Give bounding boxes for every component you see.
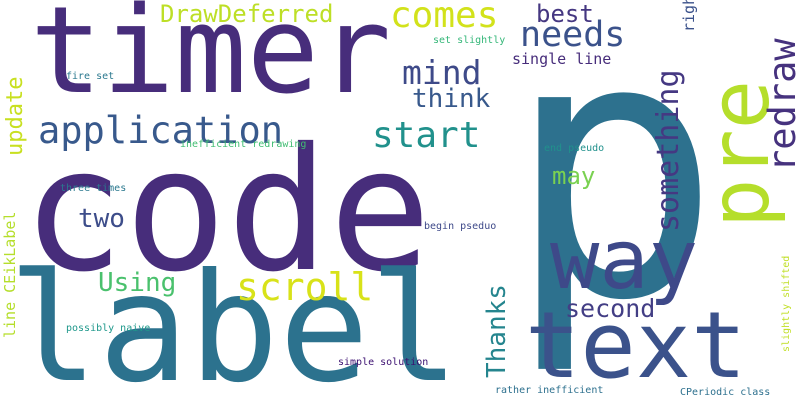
word-something: something — [651, 69, 686, 232]
word-three-times: three times — [60, 183, 127, 194]
word-simple-solution: simple solution — [338, 357, 429, 368]
word-using: Using — [98, 268, 177, 298]
word-rather-inefficient: rather inefficient — [495, 385, 604, 396]
word-two: two — [78, 204, 125, 234]
word-line-ceiklabel: line CEikLabel — [1, 211, 19, 338]
word-set-slightly: set slightly — [433, 35, 506, 46]
word-best: best — [536, 0, 594, 28]
word-label: label — [8, 242, 460, 400]
word-p: p — [505, 0, 722, 379]
word-may: may — [552, 162, 596, 190]
word-cperiodic-class: CPeriodic class — [680, 387, 771, 398]
word-second: second — [565, 294, 656, 323]
word-text: text — [525, 292, 747, 399]
word-application: application — [38, 109, 284, 152]
word-single-line: single line — [512, 50, 612, 68]
word-slightly-shifted: slightly shifted — [781, 255, 792, 352]
word-mind: mind — [402, 53, 482, 92]
word-fire-set: fire set — [66, 71, 115, 82]
word-end-pseudo: end pseudo — [544, 143, 605, 154]
word-drawdeferred: DrawDeferred — [160, 0, 334, 28]
word-begin-pseduo: begin pseduo — [424, 221, 497, 232]
word-comes: comes — [390, 0, 499, 36]
word-needs: needs — [520, 15, 626, 55]
word-thanks: Thanks — [482, 284, 512, 378]
word-redraw: redraw — [761, 38, 800, 172]
word-think: think — [412, 84, 491, 114]
word-right: right — [680, 0, 698, 32]
word-update: update — [3, 76, 28, 156]
word-start: start — [372, 115, 481, 156]
word-timer: timer — [30, 0, 392, 121]
word-way: way — [550, 213, 699, 308]
word-possibly-naive: possibly naive — [66, 323, 151, 334]
word-inefficient-redrawing: inefficient redrawing — [180, 139, 307, 150]
word-scroll: scroll — [236, 265, 374, 309]
word-code: code — [22, 112, 432, 310]
